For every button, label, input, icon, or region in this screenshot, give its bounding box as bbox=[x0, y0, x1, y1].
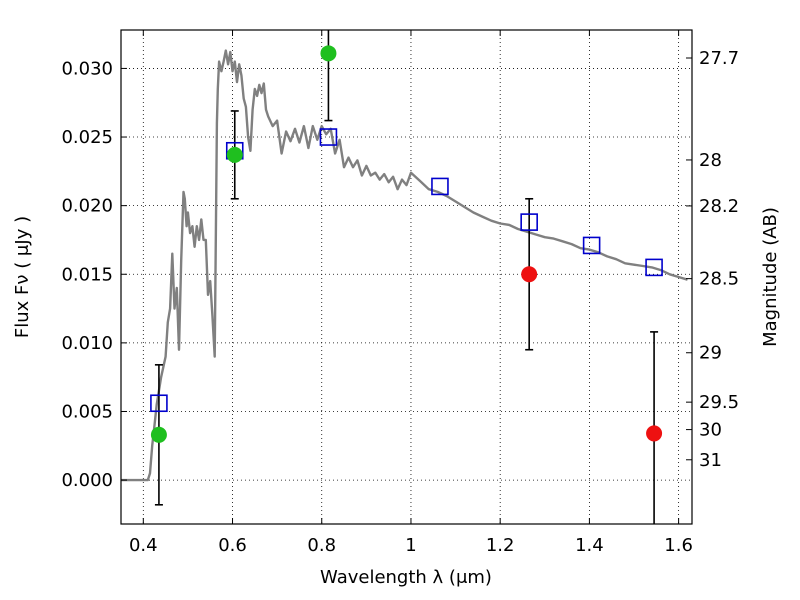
model-flux-box bbox=[520, 213, 538, 231]
x-axis-label: Wavelength λ (μm) bbox=[320, 567, 492, 588]
right-tick-label: 30 bbox=[699, 420, 722, 441]
detected-flux-point bbox=[320, 45, 337, 62]
axes-frame bbox=[120, 29, 693, 525]
axis-ticks: 0.4 0.6 0.8 1 1.2 1.4 1.6 0.000 0.005 0.010 0.015 0… bbox=[61, 30, 739, 556]
x-tick-label: 0.4 bbox=[129, 535, 158, 556]
x-tick-label: 0.6 bbox=[218, 535, 247, 556]
y-tick-label: 0.025 bbox=[61, 127, 113, 148]
model-flux-box bbox=[645, 258, 663, 277]
model-flux-box bbox=[319, 128, 338, 146]
right-tick-label: 29.5 bbox=[699, 392, 739, 413]
detected-flux-point bbox=[226, 146, 243, 163]
y-tick-label: 0.030 bbox=[61, 58, 113, 79]
x-tick-label: 1.4 bbox=[575, 535, 604, 556]
right-axis-label: Magnitude (AB) bbox=[760, 207, 781, 347]
y-tick-label: 0.015 bbox=[61, 264, 113, 285]
x-tick-label: 1.6 bbox=[664, 535, 693, 556]
detected-flux-point bbox=[150, 426, 167, 443]
model-flux-box bbox=[431, 177, 449, 196]
right-tick-label: 29 bbox=[699, 343, 722, 364]
template-spectrum-line bbox=[121, 49, 688, 482]
right-tick-label: 28.2 bbox=[699, 196, 739, 217]
model-flux-box bbox=[582, 236, 601, 255]
x-tick-label: 1 bbox=[405, 535, 416, 556]
y-tick-label: 0.000 bbox=[61, 470, 113, 491]
y-tick-label: 0.020 bbox=[61, 196, 113, 217]
model-flux-box bbox=[150, 394, 168, 413]
y-tick-label: 0.005 bbox=[61, 401, 113, 422]
y-axis-label: Flux Fν ( μJy ) bbox=[12, 216, 33, 338]
right-tick-label: 28 bbox=[699, 150, 722, 171]
right-tick-label: 31 bbox=[699, 450, 722, 471]
x-tick-label: 1.2 bbox=[486, 535, 515, 556]
upper-limit-flux-point bbox=[521, 266, 538, 283]
upper-limit-flux-point bbox=[646, 425, 663, 442]
plot-area bbox=[121, 30, 688, 524]
y-tick-label: 0.010 bbox=[61, 333, 113, 354]
right-tick-label: 28.5 bbox=[699, 269, 739, 290]
x-tick-label: 0.8 bbox=[307, 535, 336, 556]
right-tick-label: 27.7 bbox=[699, 48, 739, 69]
